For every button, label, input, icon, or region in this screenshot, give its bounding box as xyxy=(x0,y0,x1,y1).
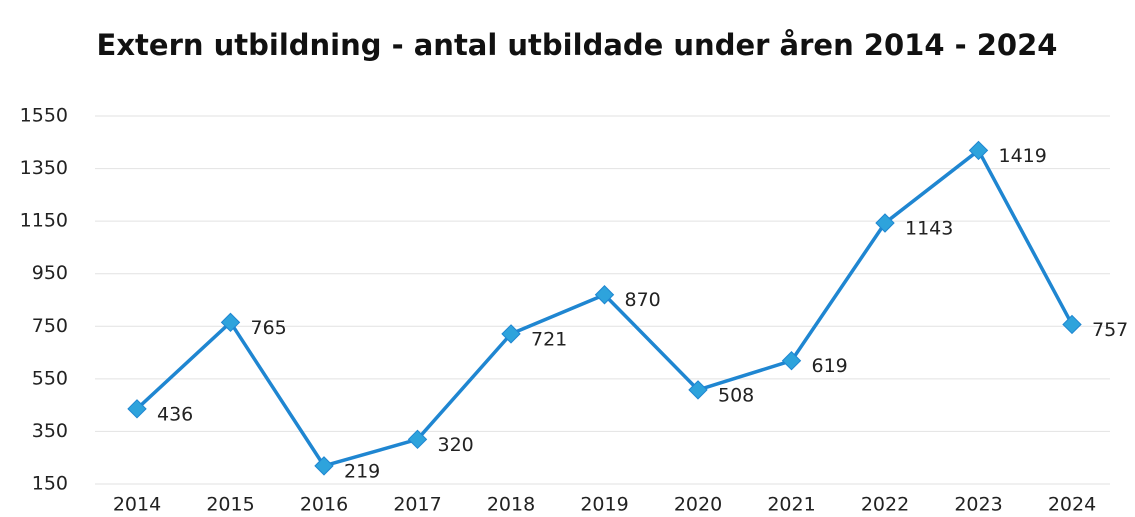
x-tick-label: 2018 xyxy=(487,494,535,516)
data-label: 757 xyxy=(1092,319,1128,341)
y-tick-label: 1150 xyxy=(20,210,68,232)
marker xyxy=(875,213,895,233)
x-tick-label: 2022 xyxy=(861,494,909,516)
marker xyxy=(501,324,521,344)
x-tick-label: 2017 xyxy=(393,494,441,516)
marker xyxy=(968,140,989,161)
y-tick-label: 1550 xyxy=(20,105,68,127)
marker xyxy=(594,285,615,305)
marker xyxy=(407,429,428,450)
x-tick-label: 2024 xyxy=(1048,494,1096,516)
marker xyxy=(220,312,241,333)
marker xyxy=(781,351,802,371)
data-label: 320 xyxy=(438,434,474,456)
x-tick-label: 2023 xyxy=(954,494,1002,516)
data-label: 765 xyxy=(251,317,287,339)
line xyxy=(135,148,1074,468)
marker xyxy=(127,399,147,419)
marker xyxy=(1062,314,1082,335)
data-label: 1419 xyxy=(999,145,1047,167)
x-tick-label: 2020 xyxy=(674,494,722,516)
x-tick-label: 2019 xyxy=(580,494,628,516)
x-tick-label: 2021 xyxy=(767,494,815,516)
y-tick-label: 150 xyxy=(32,473,68,495)
marker xyxy=(314,456,334,476)
data-label: 619 xyxy=(812,355,848,377)
y-tick-label: 950 xyxy=(32,262,68,284)
data-label: 508 xyxy=(718,384,754,406)
y-tick-label: 1350 xyxy=(20,157,68,179)
x-tick-label: 2014 xyxy=(113,494,161,516)
data-label: 436 xyxy=(157,403,193,425)
x-tick-label: 2015 xyxy=(206,494,254,516)
y-tick-label: 550 xyxy=(32,367,68,389)
data-label: 870 xyxy=(625,289,661,311)
data-label: 721 xyxy=(531,328,567,350)
y-tick-label: 350 xyxy=(32,420,68,442)
marker xyxy=(688,380,708,400)
data-label: 219 xyxy=(344,460,380,482)
y-tick-label: 750 xyxy=(32,315,68,337)
data-label: 1143 xyxy=(905,217,953,239)
x-tick-label: 2016 xyxy=(300,494,348,516)
chart-title: Extern utbildning - antal utbildade unde… xyxy=(97,28,1058,62)
